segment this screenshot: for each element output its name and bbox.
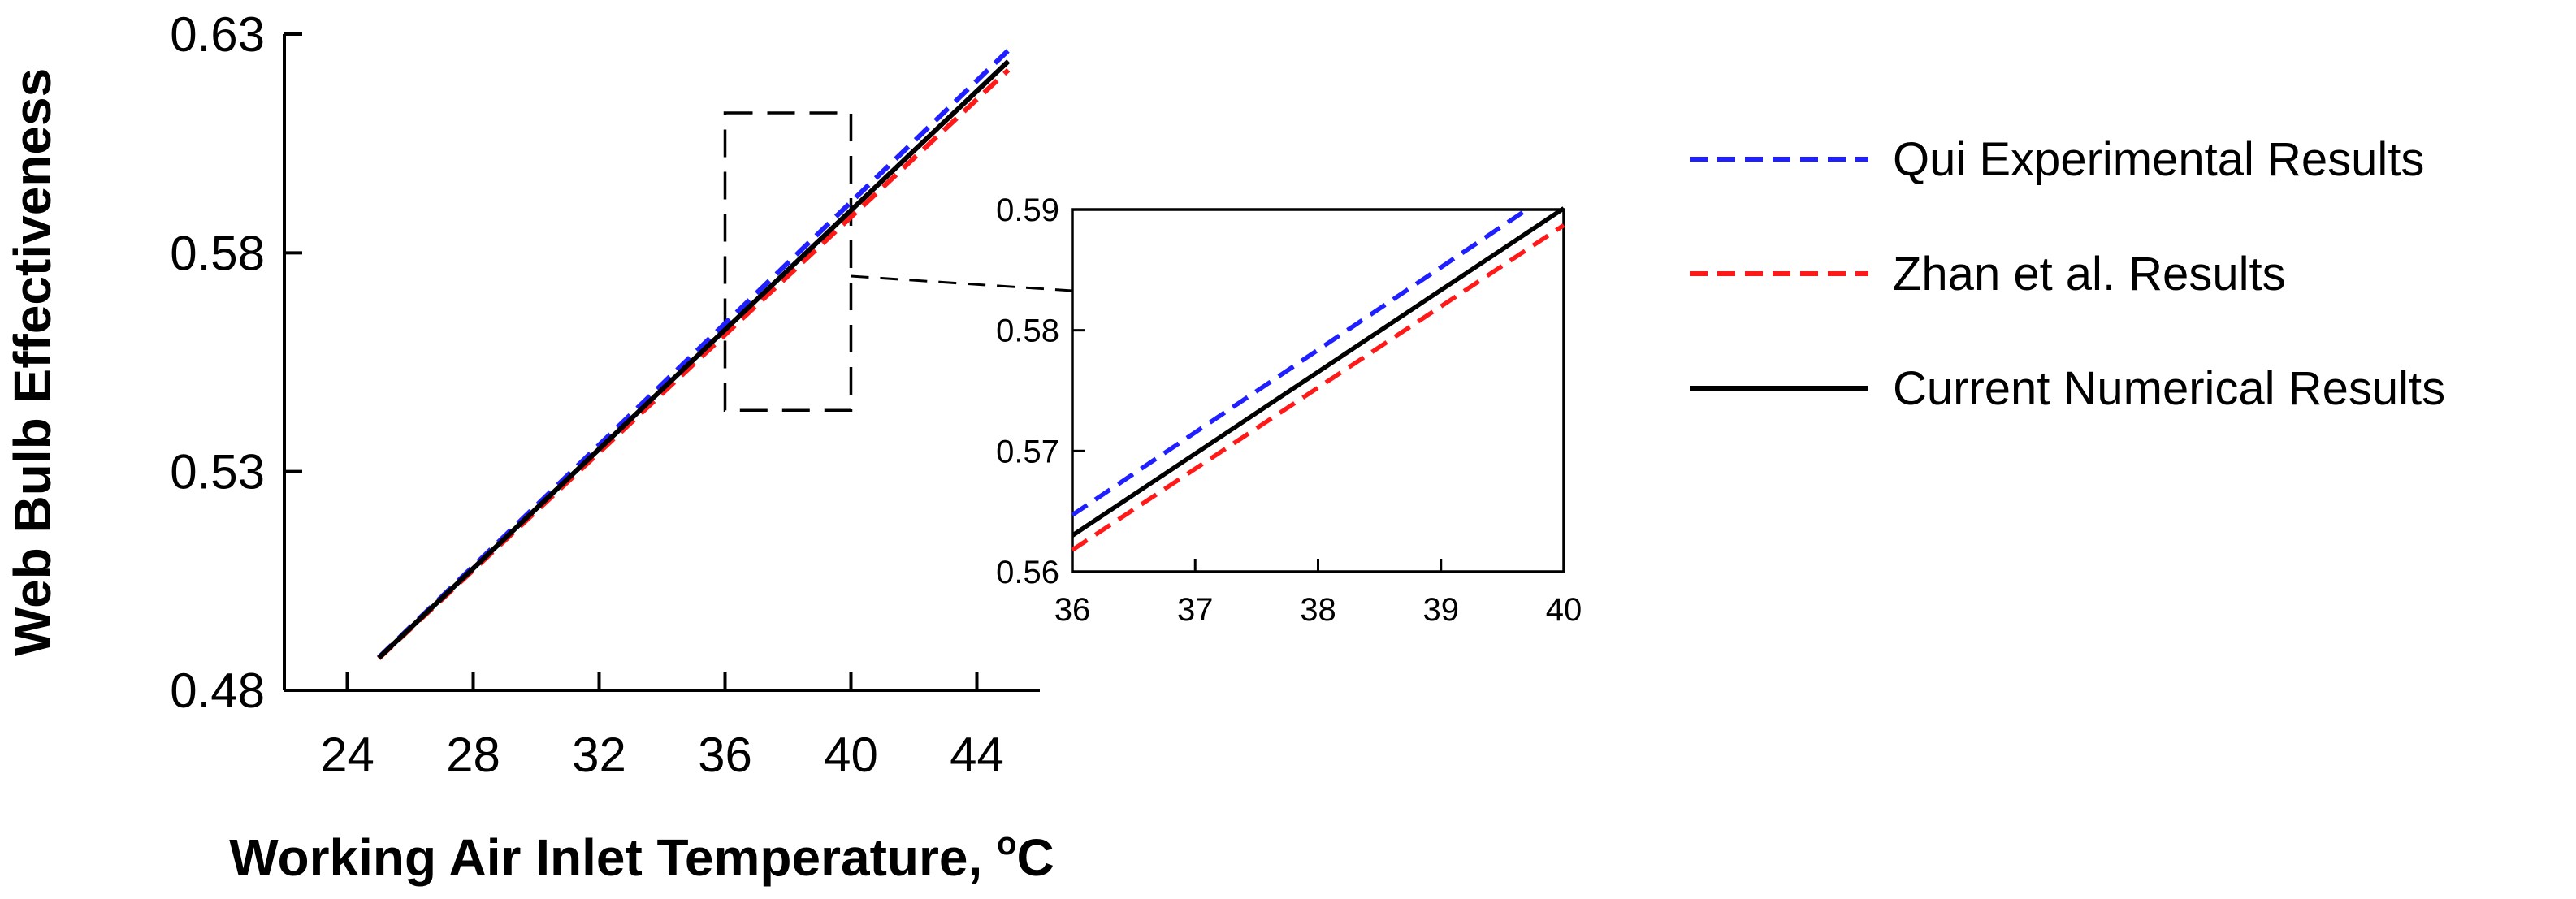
x-axis-title: Working Air Inlet Temperature, oC: [229, 826, 1054, 887]
inset-series-current-numerical-results: [1071, 206, 1565, 538]
main-plot: 0.48 0.53 0.58 0.63 24 28 32 36 40 44 Web Bulb E…: [3, 7, 1054, 887]
main-y-tick-label: 0.63: [170, 7, 265, 62]
inset-x-tick-label: 38: [1300, 592, 1336, 628]
inset-y-tick-label: 0.59: [996, 192, 1059, 228]
inset-x-tick-label: 37: [1177, 592, 1214, 628]
main-series-current-numerical-results: [377, 59, 1011, 660]
x-axis-title-degree: o: [997, 826, 1016, 862]
zoom-connector-line: [851, 274, 1073, 292]
inset-y-tick-label: 0.58: [996, 313, 1059, 349]
inset-frame: [1071, 208, 1565, 573]
inset-x-tick-label: 40: [1546, 592, 1582, 628]
zoom-box: [723, 111, 853, 413]
main-x-tick-label: 28: [446, 728, 500, 782]
legend-label-zhan-et-al-results: Zhan et al. Results: [1893, 248, 2286, 300]
legend-label-qui-experimental-results: Qui Experimental Results: [1893, 133, 2424, 186]
main-y-tick-label: 0.48: [170, 663, 265, 718]
inset-y-tick-label: 0.57: [996, 434, 1059, 469]
inset-series-zhan-et-al-results: [1071, 223, 1565, 552]
inset-x-tick-label: 36: [1054, 592, 1091, 628]
main-x-tick-label: 24: [320, 728, 374, 782]
inset-series-qui-experimental-results: [1071, 207, 1529, 517]
inset-y-tick-label: 0.56: [996, 555, 1059, 590]
main-x-tick-label: 44: [950, 728, 1004, 782]
inset-x-tick-label: 39: [1423, 592, 1460, 628]
legend-label-current-numerical-results: Current Numerical Results: [1893, 362, 2445, 415]
main-y-tick-label: 0.53: [170, 445, 265, 499]
x-axis-title-unit: C: [1016, 828, 1054, 887]
y-axis-title: Web Bulb Effectiveness: [3, 68, 62, 656]
main-x-tick-label: 32: [572, 728, 626, 782]
main-y-tick-label: 0.58: [170, 226, 265, 280]
legend: Qui Experimental Results Zhan et al. Resu…: [1690, 133, 2445, 415]
inset-plot: 0.56 0.57 0.58 0.59 36 37 38 39 40: [996, 192, 1582, 628]
main-x-tick-label: 36: [698, 728, 752, 782]
main-x-tick-label: 40: [824, 728, 878, 782]
x-axis-title-main: Working Air Inlet Temperature,: [229, 828, 997, 887]
